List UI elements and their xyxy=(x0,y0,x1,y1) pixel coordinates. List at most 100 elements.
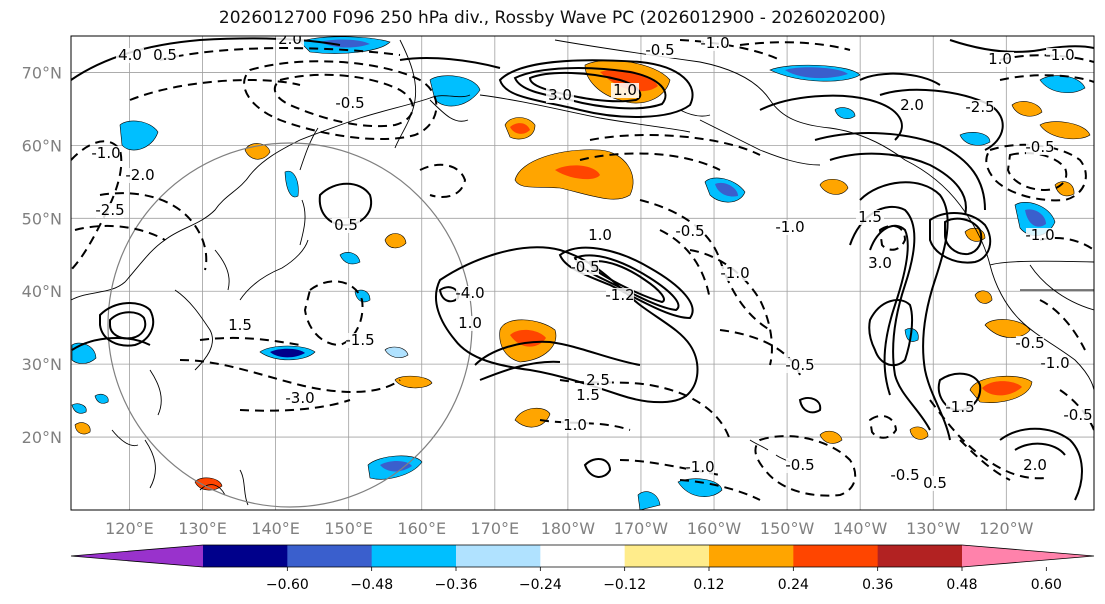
shade-positive-core xyxy=(982,381,1022,396)
colorbar-segment xyxy=(456,545,541,567)
shade-positive xyxy=(514,407,551,428)
map-frame xyxy=(70,35,1095,511)
shade-negative-core xyxy=(715,182,738,197)
shade-positive xyxy=(909,426,929,440)
contour-label-bg xyxy=(891,468,919,483)
contour-label: -1.2 xyxy=(605,286,634,304)
contour-label: 1.0 xyxy=(988,50,1012,68)
shade-negative xyxy=(71,403,87,414)
shade-negative-core xyxy=(785,67,848,79)
shade-negative xyxy=(384,346,409,359)
colorbar-tick-label: −0.24 xyxy=(519,577,562,593)
longitude-labels: 120°E 130°E 140°E 150°E 160°E 170°E 180°W 170°W… xyxy=(105,519,1034,538)
latitude-label: 20°N xyxy=(22,428,62,447)
contour-label-bg xyxy=(346,333,374,348)
colorbar-segment xyxy=(287,545,373,567)
contour-label-bg xyxy=(866,256,894,271)
contour-label: -2.5 xyxy=(965,98,994,116)
contour-label-bg xyxy=(571,260,599,275)
shade-positive xyxy=(819,430,843,444)
colorbar-segment xyxy=(203,545,288,567)
contour-label: -0.5 xyxy=(1015,334,1044,352)
contour-label: -1.0 xyxy=(685,458,714,476)
colorbar-segment xyxy=(371,545,457,567)
contour-label-bg xyxy=(611,83,639,98)
longitude-label: 140°W xyxy=(833,519,888,538)
colorbar-segment xyxy=(877,545,963,567)
contour-label-bg xyxy=(856,210,884,225)
contour-label-bg xyxy=(286,391,314,406)
coast-aleutians xyxy=(479,94,691,133)
shade-positive xyxy=(1039,121,1091,140)
contour-label-bg xyxy=(332,218,360,233)
contour-label: -0.5 xyxy=(645,41,674,59)
contour-label-bg xyxy=(721,266,749,281)
map-title: 2026012700 F096 250 hPa div., Rossby Wav… xyxy=(218,8,887,28)
colorbar-tick-label: −0.12 xyxy=(603,577,646,593)
longitude-label: 130°E xyxy=(178,519,227,538)
colorbar-outline xyxy=(70,544,1095,568)
longitude-label: 120°W xyxy=(979,519,1034,538)
contour-label: -0.5 xyxy=(675,222,704,240)
colorbar-tick-label: 0.60 xyxy=(1031,577,1062,593)
contour-label: 4.0 xyxy=(118,46,142,64)
contour-label: 0.5 xyxy=(334,216,358,234)
contour-label: 3.0 xyxy=(548,86,572,104)
longitude-label: 130°W xyxy=(906,519,961,538)
contour-label: -1.0 xyxy=(700,34,729,52)
plot-area: 4.0 0.52.03.0 1.0-4.0-2.5-2.0-1.0-0.5-1.5-… xyxy=(71,34,1094,510)
coast-north-america xyxy=(904,159,1094,391)
shade-negative-core xyxy=(1025,209,1046,227)
contour-label: 1.0 xyxy=(613,81,637,99)
shade-positive xyxy=(974,290,993,304)
contour-label-bg xyxy=(1016,336,1044,351)
contour-label-bg xyxy=(966,100,994,115)
coast-asia xyxy=(71,94,471,506)
contour-label: -1.0 xyxy=(720,264,749,282)
shade-negative xyxy=(94,393,109,404)
contour-label: 2.0 xyxy=(900,96,924,114)
shade-negative-core xyxy=(380,460,412,472)
contour-label-bg xyxy=(586,228,614,243)
contour-label: 0.5 xyxy=(153,46,177,64)
colorbar-tick-label: −0.36 xyxy=(435,577,478,593)
contours-negative xyxy=(71,39,1094,501)
contour-label: -1.0 xyxy=(1025,226,1054,244)
shade-positive xyxy=(1011,101,1043,117)
contour-label-bg xyxy=(676,224,704,239)
contour-label: 1.5 xyxy=(576,386,600,404)
shade-positive xyxy=(384,233,407,249)
shade-positive xyxy=(74,422,91,435)
contour-label: -0.5 xyxy=(785,356,814,374)
contour-label-bg xyxy=(456,316,484,331)
contour-label-bg xyxy=(92,146,120,161)
longitude-label: 150°E xyxy=(324,519,373,538)
contour-label-bg xyxy=(921,476,949,491)
longitude-label: 160°W xyxy=(687,519,742,538)
contour-label: 1.0 xyxy=(563,416,587,434)
latitude-label: 60°N xyxy=(22,136,62,155)
longitude-label: 140°E xyxy=(251,519,300,538)
contour-label: 3.0 xyxy=(868,254,892,272)
contour-label-bg xyxy=(456,286,484,301)
contour-label: -1.5 xyxy=(945,398,974,416)
colorbar-tick-label: 0.36 xyxy=(862,577,893,593)
shade-negative xyxy=(71,342,97,364)
contour-label: -0.5 xyxy=(890,466,919,484)
contour-label-bg xyxy=(1041,356,1069,371)
latitude-label: 30°N xyxy=(22,355,62,374)
contour-label: 1.0 xyxy=(588,226,612,244)
contour-label-bg xyxy=(584,373,612,388)
colorbar-tick-label: 0.12 xyxy=(693,577,724,593)
contour-label-bg xyxy=(1026,228,1054,243)
shade-negative xyxy=(959,132,991,146)
shade-negative xyxy=(429,75,481,107)
shade-negative xyxy=(354,289,371,303)
shade-positive-core xyxy=(555,165,600,180)
colorbar-segment xyxy=(709,545,794,567)
contour-label: -4.0 xyxy=(455,284,484,302)
contour-label-bg xyxy=(116,48,144,63)
latitude-label: 50°N xyxy=(22,209,62,228)
contour-label-bg xyxy=(686,460,714,475)
